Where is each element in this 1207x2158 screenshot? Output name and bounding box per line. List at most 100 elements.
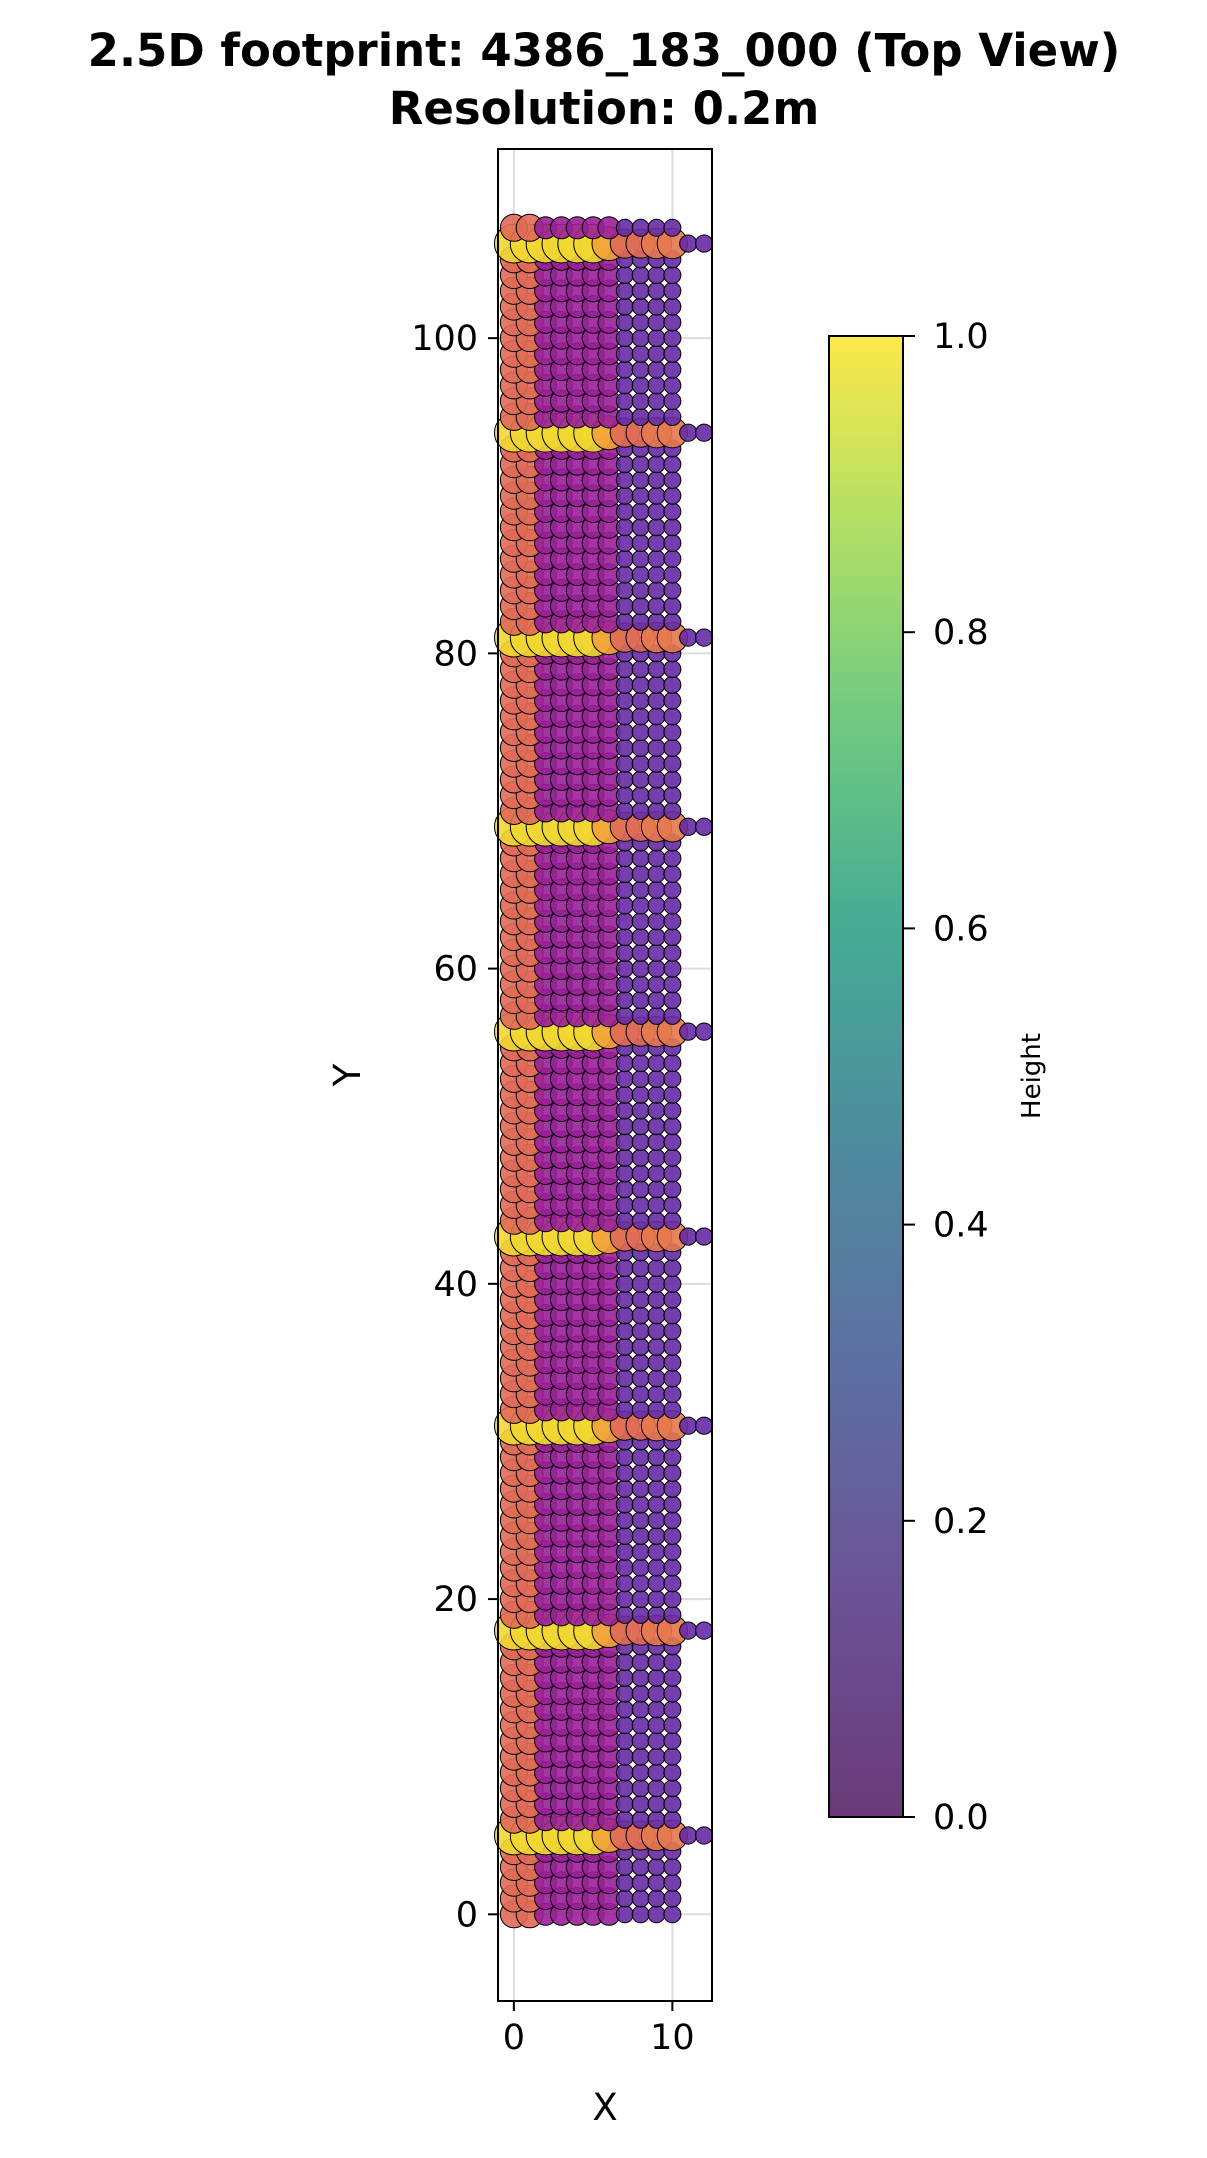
- data-point: [663, 1164, 682, 1183]
- data-point: [663, 1337, 682, 1356]
- data-point: [663, 754, 682, 773]
- data-point: [631, 1684, 650, 1703]
- data-point: [663, 1148, 682, 1167]
- data-point: [663, 1463, 682, 1482]
- data-point: [615, 1495, 634, 1514]
- x-tick-label: 10: [650, 2018, 695, 2058]
- data-point: [647, 660, 666, 679]
- data-point: [647, 896, 666, 915]
- data-point: [615, 392, 634, 411]
- data-point: [663, 281, 682, 300]
- data-point: [663, 660, 682, 679]
- data-point: [631, 266, 650, 285]
- data-point: [663, 1101, 682, 1120]
- data-point: [663, 896, 682, 915]
- data-point: [615, 707, 634, 726]
- data-point: [663, 1558, 682, 1577]
- data-point: [615, 297, 634, 316]
- data-point: [631, 1889, 650, 1908]
- data-point: [694, 423, 714, 442]
- data-point: [647, 1196, 666, 1215]
- data-point: [663, 1763, 682, 1782]
- data-point: [694, 1826, 714, 1845]
- data-point: [615, 1873, 634, 1892]
- data-point: [663, 1779, 682, 1798]
- data-point: [631, 1810, 650, 1829]
- data-point: [647, 1180, 666, 1199]
- data-point: [647, 502, 666, 521]
- data-point: [663, 1385, 682, 1404]
- data-point: [615, 1148, 634, 1167]
- data-point: [615, 1290, 634, 1309]
- data-point: [694, 628, 714, 647]
- data-point: [663, 1322, 682, 1341]
- data-point: [663, 1873, 682, 1892]
- data-point: [615, 344, 634, 363]
- data-point: [647, 865, 666, 884]
- x-axis-ticks: 0 10: [503, 2001, 695, 2058]
- data-point: [647, 1369, 666, 1388]
- data-point: [631, 597, 650, 616]
- data-point: [694, 234, 714, 253]
- data-point: [663, 991, 682, 1010]
- data-point: [647, 801, 666, 820]
- x-axis-label: X: [592, 2086, 617, 2129]
- data-point: [647, 549, 666, 568]
- data-point: [647, 392, 666, 411]
- data-point: [631, 1479, 650, 1498]
- data-point: [615, 1306, 634, 1325]
- data-point: [647, 675, 666, 694]
- data-point: [647, 1448, 666, 1467]
- data-point: [631, 786, 650, 805]
- data-point: [615, 518, 634, 537]
- data-point: [663, 849, 682, 868]
- data-point: [647, 786, 666, 805]
- data-point: [663, 1353, 682, 1372]
- data-point: [647, 1558, 666, 1577]
- data-point: [631, 801, 650, 820]
- data-point: [615, 1684, 634, 1703]
- data-point: [647, 691, 666, 710]
- data-point: [663, 1180, 682, 1199]
- data-point: [663, 786, 682, 805]
- data-point: [663, 1905, 682, 1924]
- data-point: [631, 723, 650, 742]
- data-point: [647, 612, 666, 631]
- data-point: [663, 313, 682, 332]
- data-point: [631, 896, 650, 915]
- data-point: [647, 1889, 666, 1908]
- data-point: [647, 1148, 666, 1167]
- data-point: [663, 518, 682, 537]
- data-point: [663, 1542, 682, 1561]
- data-point: [631, 1085, 650, 1104]
- data-point: [694, 1227, 714, 1246]
- data-point: [615, 754, 634, 773]
- data-point: [663, 1511, 682, 1530]
- data-point: [679, 1416, 698, 1435]
- data-point: [631, 991, 650, 1010]
- colorbar-tick-label: 0.2: [933, 1502, 989, 1542]
- data-point: [647, 1574, 666, 1593]
- data-point: [631, 1101, 650, 1120]
- data-point: [663, 1132, 682, 1151]
- data-point: [615, 691, 634, 710]
- data-point: [631, 281, 650, 300]
- data-point: [631, 738, 650, 757]
- data-point: [647, 597, 666, 616]
- y-tick-label: 0: [456, 1895, 478, 1935]
- data-point: [647, 218, 666, 237]
- data-point: [615, 1463, 634, 1482]
- colorbar-gradient: [828, 335, 904, 1818]
- data-point: [647, 975, 666, 994]
- colorbar-ticks: 0.0 0.2 0.4 0.6 0.8 1.0: [903, 317, 989, 1838]
- data-point: [663, 1889, 682, 1908]
- data-point: [647, 1006, 666, 1025]
- data-point: [631, 975, 650, 994]
- data-point: [631, 1132, 650, 1151]
- data-point: [631, 612, 650, 631]
- data-point: [663, 1211, 682, 1230]
- data-point: [615, 1448, 634, 1467]
- data-point: [694, 1621, 714, 1640]
- data-point: [615, 1259, 634, 1278]
